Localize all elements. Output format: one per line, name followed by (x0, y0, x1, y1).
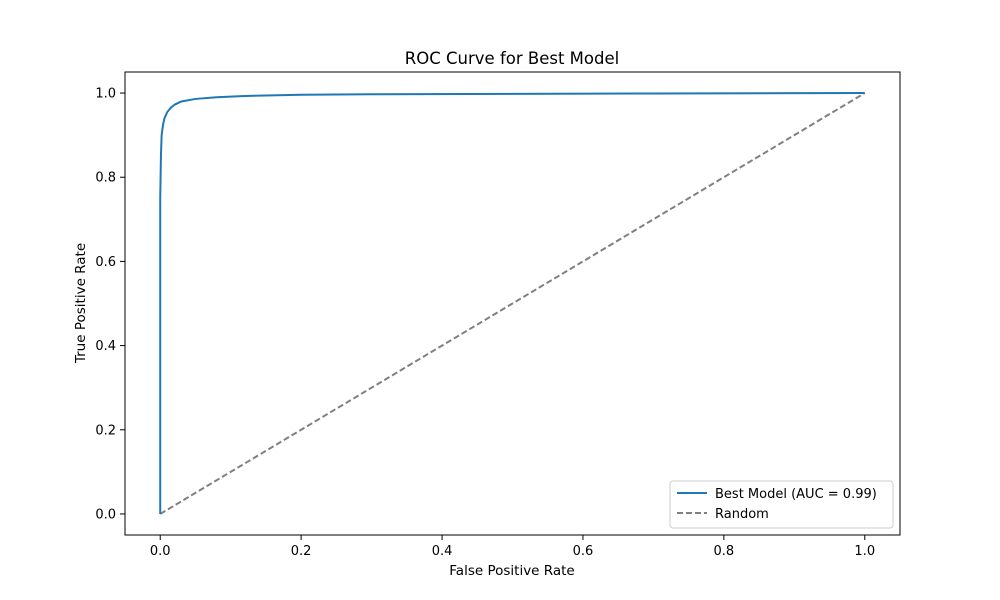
x-tick-label: 0.8 (714, 544, 735, 559)
chart-title: ROC Curve for Best Model (405, 49, 619, 68)
y-tick-label: 0.8 (95, 171, 116, 186)
y-tick-label: 0.0 (95, 507, 116, 522)
y-axis-ticks: 0.0 0.2 0.4 0.6 0.8 1.0 (95, 87, 125, 522)
series-layer (159, 92, 866, 515)
random-baseline-line (159, 92, 866, 515)
y-axis-label: True Positive Rate (73, 243, 89, 364)
x-tick-label: 0.6 (573, 544, 594, 559)
x-axis-label: False Positive Rate (449, 563, 574, 579)
x-tick-label: 0.0 (150, 544, 171, 559)
legend-label-best-model: Best Model (AUC = 0.99) (715, 487, 877, 502)
x-tick-label: 1.0 (854, 544, 875, 559)
legend: Best Model (AUC = 0.99) Random (669, 480, 894, 529)
y-tick-label: 0.6 (95, 255, 116, 270)
x-tick-label: 0.4 (432, 544, 453, 559)
legend-label-random: Random (715, 507, 769, 522)
y-tick-label: 0.4 (95, 339, 116, 354)
x-tick-label: 0.2 (291, 544, 312, 559)
y-tick-label: 1.0 (95, 87, 116, 102)
y-tick-label: 0.2 (95, 423, 116, 438)
x-axis-ticks: 0.0 0.2 0.4 0.6 0.8 1.0 (150, 535, 875, 559)
legend-box (669, 480, 894, 529)
best-model-roc-line (159, 92, 865, 514)
